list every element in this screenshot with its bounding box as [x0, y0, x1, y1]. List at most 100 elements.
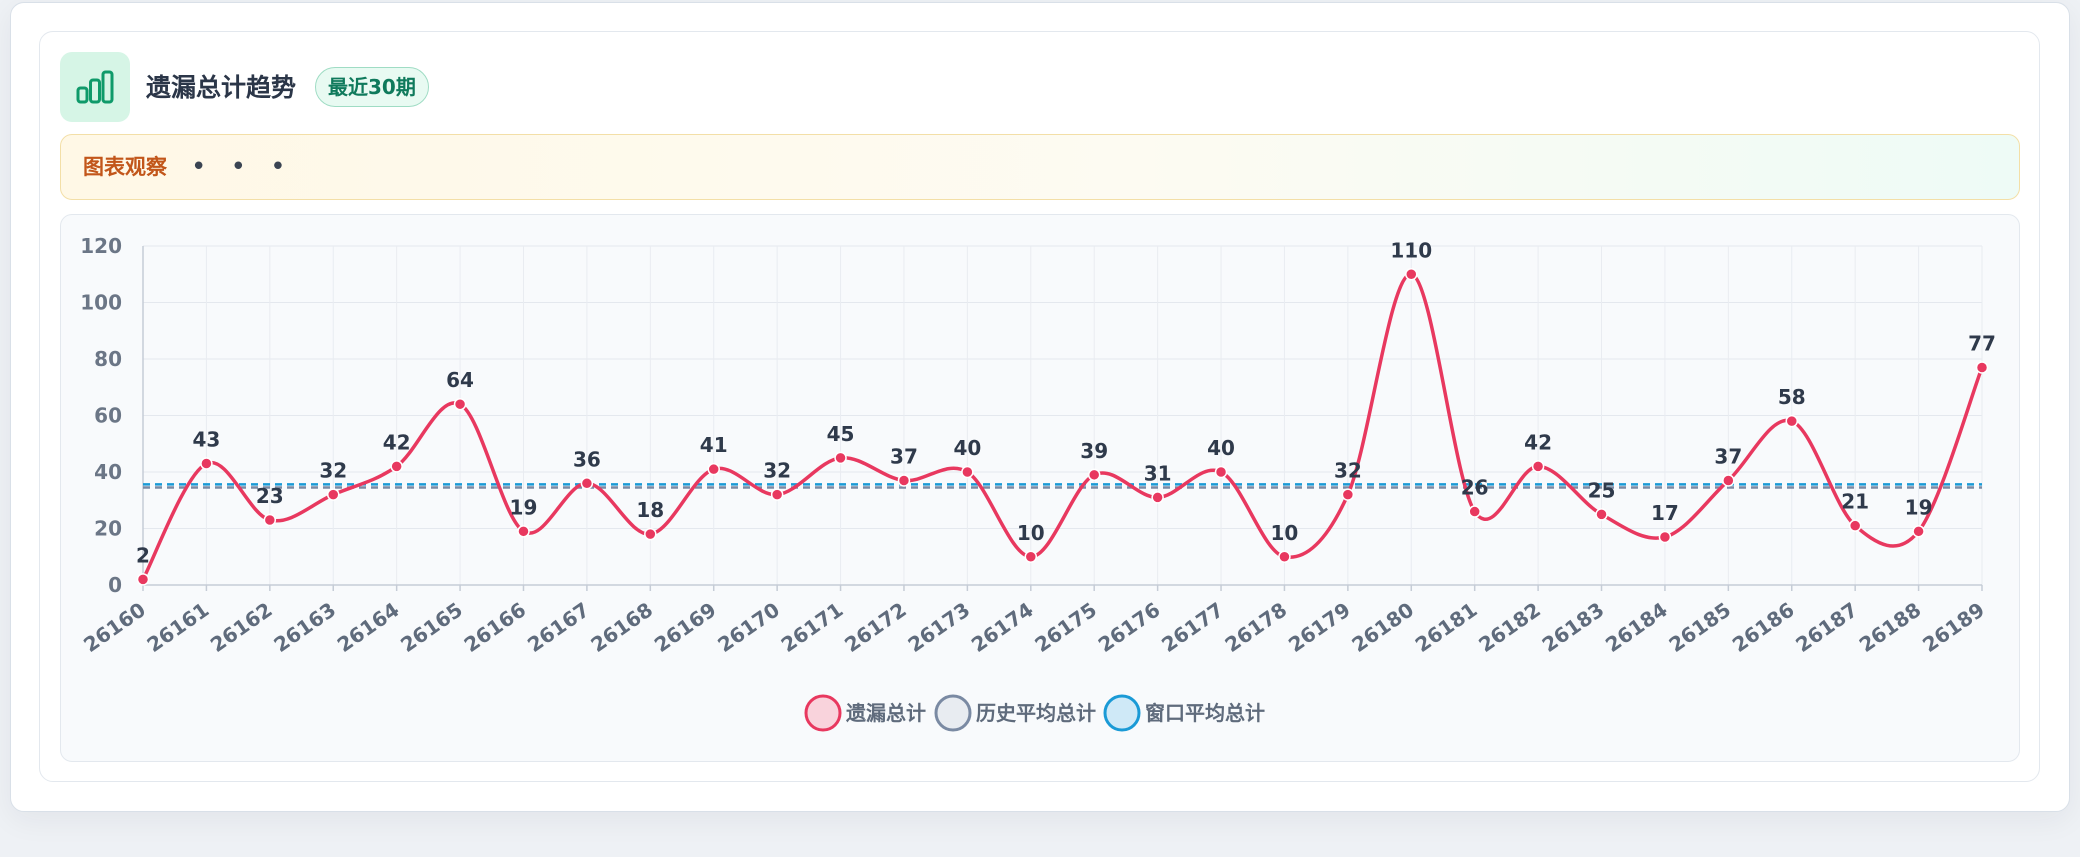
x-tick-label: 26175 [1030, 597, 1101, 657]
legend-swatch [1103, 694, 1141, 732]
data-label: 36 [573, 447, 601, 471]
data-point [897, 474, 911, 487]
data-label: 19 [1905, 495, 1933, 519]
y-tick-label: 60 [94, 404, 122, 428]
x-tick-label: 26185 [1664, 597, 1735, 657]
data-point [453, 397, 467, 411]
legend-label: 窗口平均总计 [1145, 701, 1265, 725]
legend-item[interactable]: 历史平均总计 [934, 694, 1096, 732]
x-tick-label: 26181 [1411, 597, 1482, 657]
x-tick-label: 26172 [840, 597, 911, 657]
data-point [1658, 530, 1672, 544]
data-point [1785, 414, 1799, 428]
data-point [1912, 525, 1925, 538]
data-point [707, 462, 720, 476]
data-point [1848, 519, 1862, 532]
legend-item[interactable]: 遗漏总计 [804, 694, 926, 732]
x-tick-label: 26168 [586, 597, 657, 657]
x-tick-label: 26187 [1791, 597, 1862, 657]
x-tick-label: 26178 [1221, 597, 1292, 657]
data-point [1341, 488, 1355, 501]
y-tick-label: 0 [108, 573, 122, 597]
x-tick-label: 26165 [396, 597, 467, 657]
x-tick-label: 26166 [460, 597, 531, 657]
data-label: 18 [636, 498, 664, 522]
data-point [136, 573, 150, 586]
data-point [1151, 491, 1164, 504]
data-label: 40 [1207, 436, 1235, 460]
x-tick-label: 26162 [206, 597, 277, 657]
x-tick-label: 26188 [1855, 597, 1926, 657]
data-label: 2 [136, 543, 150, 567]
x-tick-label: 26180 [1347, 597, 1418, 657]
chart-observation-panel[interactable]: 图表观察 • • • [60, 134, 2020, 200]
data-point [200, 457, 213, 470]
data-label: 32 [1334, 459, 1362, 483]
x-tick-label: 26171 [777, 597, 848, 657]
data-label: 45 [827, 422, 855, 446]
series-line-missing-total [141, 272, 1984, 581]
x-tick-label: 26164 [333, 597, 404, 657]
data-label: 17 [1651, 501, 1679, 525]
y-tick-label: 20 [94, 517, 122, 541]
data-label: 25 [1588, 478, 1616, 502]
x-tick-label: 26184 [1601, 597, 1672, 657]
data-point [390, 460, 403, 473]
x-tick-label: 26183 [1538, 597, 1609, 657]
data-point [1405, 268, 1418, 281]
data-label: 64 [446, 368, 474, 392]
x-tick-label: 26182 [1474, 597, 1545, 657]
data-point [263, 513, 277, 527]
legend-label: 历史平均总计 [976, 701, 1096, 725]
data-point [1468, 505, 1481, 518]
y-tick-label: 100 [80, 291, 122, 315]
data-point [1278, 550, 1291, 563]
data-label: 10 [1271, 521, 1299, 545]
data-label: 39 [1080, 439, 1108, 463]
x-tick-label: 26179 [1284, 597, 1355, 657]
legend-swatch [804, 694, 842, 732]
data-label: 42 [383, 430, 411, 454]
data-label: 32 [319, 459, 347, 483]
data-point [326, 488, 340, 501]
x-tick-label: 26167 [523, 597, 594, 657]
data-point [1531, 460, 1545, 473]
data-label: 37 [1714, 444, 1742, 468]
x-tick-label: 26170 [713, 597, 784, 657]
legend-item[interactable]: 窗口平均总计 [1103, 694, 1265, 732]
x-tick-label: 26160 [79, 597, 150, 657]
y-tick-label: 120 [80, 234, 122, 258]
data-point [834, 451, 847, 465]
data-label: 40 [953, 436, 981, 460]
y-tick-label: 40 [94, 460, 122, 484]
x-tick-label: 26189 [1918, 597, 1989, 657]
data-point [1214, 465, 1228, 479]
data-label: 58 [1778, 385, 1806, 409]
data-point [517, 525, 530, 538]
data-label: 77 [1968, 331, 1996, 355]
data-label: 41 [700, 433, 728, 457]
page-title: 遗漏总计趋势 [146, 73, 297, 102]
x-tick-label: 26173 [903, 597, 974, 657]
data-point [1024, 550, 1038, 563]
period-badge: 最近30期 [315, 67, 429, 107]
data-label: 21 [1841, 490, 1869, 514]
x-tick-label: 26161 [143, 597, 214, 657]
x-tick-label: 26177 [1157, 597, 1228, 657]
data-label: 26 [1461, 476, 1489, 500]
data-label: 43 [192, 428, 220, 452]
data-label: 31 [1144, 461, 1172, 485]
data-label: 19 [510, 495, 538, 519]
notice-label: 图表观察 [83, 155, 167, 179]
data-point [1595, 508, 1608, 521]
data-point [961, 465, 974, 479]
data-label: 32 [763, 459, 791, 483]
x-tick-label: 26176 [1094, 597, 1165, 657]
more-dots-icon[interactable]: • • • [191, 152, 294, 182]
data-point [644, 527, 657, 541]
data-label: 110 [1390, 238, 1432, 262]
data-label: 37 [890, 444, 918, 468]
x-tick-label: 26163 [269, 597, 340, 657]
legend-label: 遗漏总计 [845, 701, 926, 725]
